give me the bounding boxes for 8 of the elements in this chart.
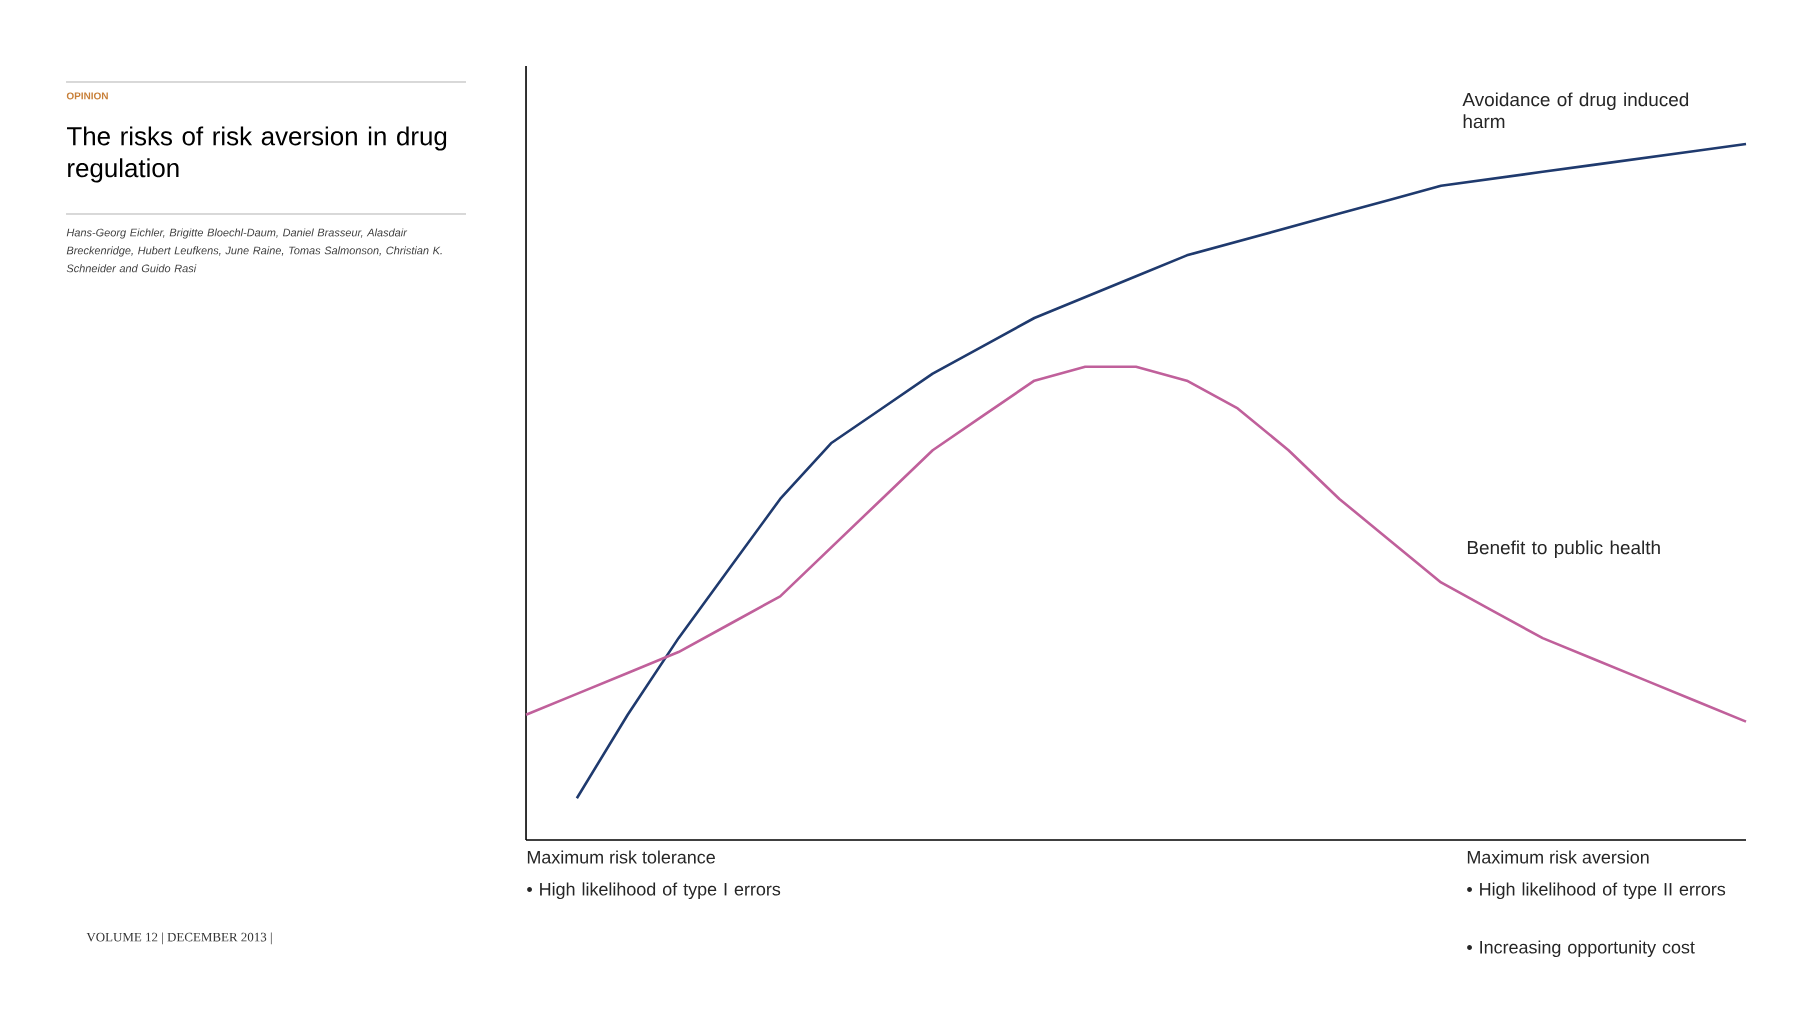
text: • High likelihood of type II errors — [1467, 882, 1726, 900]
text: The risks of risk aversion in drug regulation — [67, 126, 447, 183]
text: • High likelihood of type I errors — [527, 882, 781, 900]
series-label: Benefit to public health — [1467, 540, 1660, 559]
series-label: Avoidance of drug induced harm — [1462, 92, 1689, 129]
text: • Increasing opportunity cost — [1467, 940, 1695, 958]
text: Maximum risk aversion — [1467, 850, 1649, 864]
text: Maximum risk tolerance — [527, 850, 715, 864]
